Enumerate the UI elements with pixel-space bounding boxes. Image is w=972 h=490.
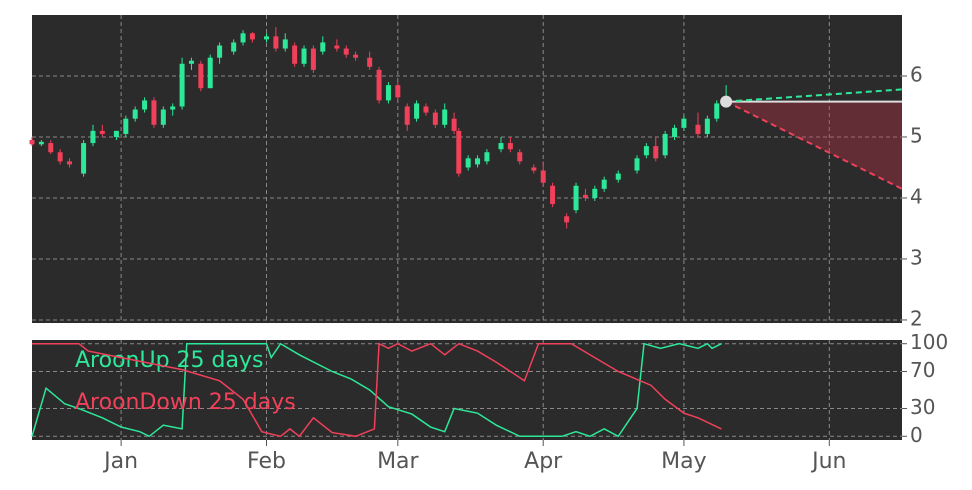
aroon-panel [32,340,902,440]
candle-body [704,118,710,134]
candle-body [592,188,598,198]
projection-lower [725,100,903,190]
candle-body [432,112,438,125]
candle-body [582,194,588,198]
candle-body [160,109,166,125]
y-tick-label: 6 [910,62,923,86]
candle-body [217,45,223,58]
candle-body [367,57,373,67]
candle-body [456,130,462,174]
plot: 2 3 4 5 6 0 30 70 100 Jan Feb Mar Apr May Jun AroonUp 2… [29,15,948,474]
candle-body [376,69,382,101]
candle-body [442,109,448,125]
candle-body [264,36,270,40]
candle-body [67,161,73,165]
candle-body [240,33,246,43]
candle-body [132,109,138,119]
y-tick-label: 3 [910,245,923,269]
candle-body [334,45,340,49]
candle-body [615,173,621,180]
candle-body [465,158,471,168]
candle-body [99,130,105,134]
x-tick-label: Jun [810,449,846,474]
candle-body [404,106,410,125]
candle-body [414,103,420,119]
candle-body [57,152,63,162]
candle-body [475,158,481,165]
x-tick-label: Mar [377,449,419,474]
candle-body [123,118,129,134]
candle-body [662,133,668,156]
candle-body [273,36,279,49]
candle-body [38,141,44,145]
candle-body [643,146,649,156]
candle-body [423,106,429,113]
candle-body [385,85,391,101]
y-tick-label: 4 [910,184,923,208]
candle-body [653,146,659,159]
candle-body [198,63,204,89]
candle-body [564,216,570,223]
candle-body [451,118,457,131]
candle-body [207,57,213,89]
candle-body [714,103,720,119]
price-panel [32,15,902,323]
y-tick-label: 30 [910,395,935,419]
candle-body [113,130,119,137]
candle-body [601,179,607,189]
projection-area [726,101,902,189]
candle-body [517,152,523,162]
candle-body [170,106,176,110]
aroon-line [31,342,722,438]
y-tick-label: 100 [910,330,948,354]
candle-body [301,48,307,64]
candle-body [550,185,556,205]
candle-body [395,85,401,98]
x-tick-label: Feb [247,449,286,474]
y-tick-label: 0 [910,423,923,447]
candle-body [573,185,579,211]
candle-body [90,130,96,144]
candle-body [310,48,316,70]
candle-body [672,127,678,137]
candle-body [343,48,349,55]
candle-body [282,39,288,49]
candle-body [48,143,54,153]
candle-body [498,143,504,150]
x-tick-label: Apr [524,449,563,474]
candle-body [179,63,185,107]
legend-label: AroonUp 25 days [75,348,263,373]
candle-body [320,42,326,52]
y-tick-label: 5 [910,123,923,147]
candle-body [231,42,237,52]
candle-body [507,143,513,150]
candle-body [292,45,298,64]
x-tick-label: May [661,449,706,474]
candle-body [249,33,255,40]
candle-body [151,100,157,125]
candle-body [531,167,537,171]
x-tick-label: Jan [102,449,138,474]
candle-body [695,124,701,134]
candle-body [540,170,546,183]
candle-body [188,60,194,64]
y-tick-label: 2 [910,306,923,330]
candle-body [29,140,35,145]
aroon-line [32,342,722,438]
candle-body [484,152,490,162]
projection-start [720,95,733,108]
legend-label: AroonDown 25 days [75,390,296,415]
candle-body [81,143,87,174]
candle-body [353,54,359,58]
candle-body [681,118,687,128]
candle-body [142,100,148,110]
candle-body [634,158,640,171]
y-tick-label: 70 [910,358,935,382]
